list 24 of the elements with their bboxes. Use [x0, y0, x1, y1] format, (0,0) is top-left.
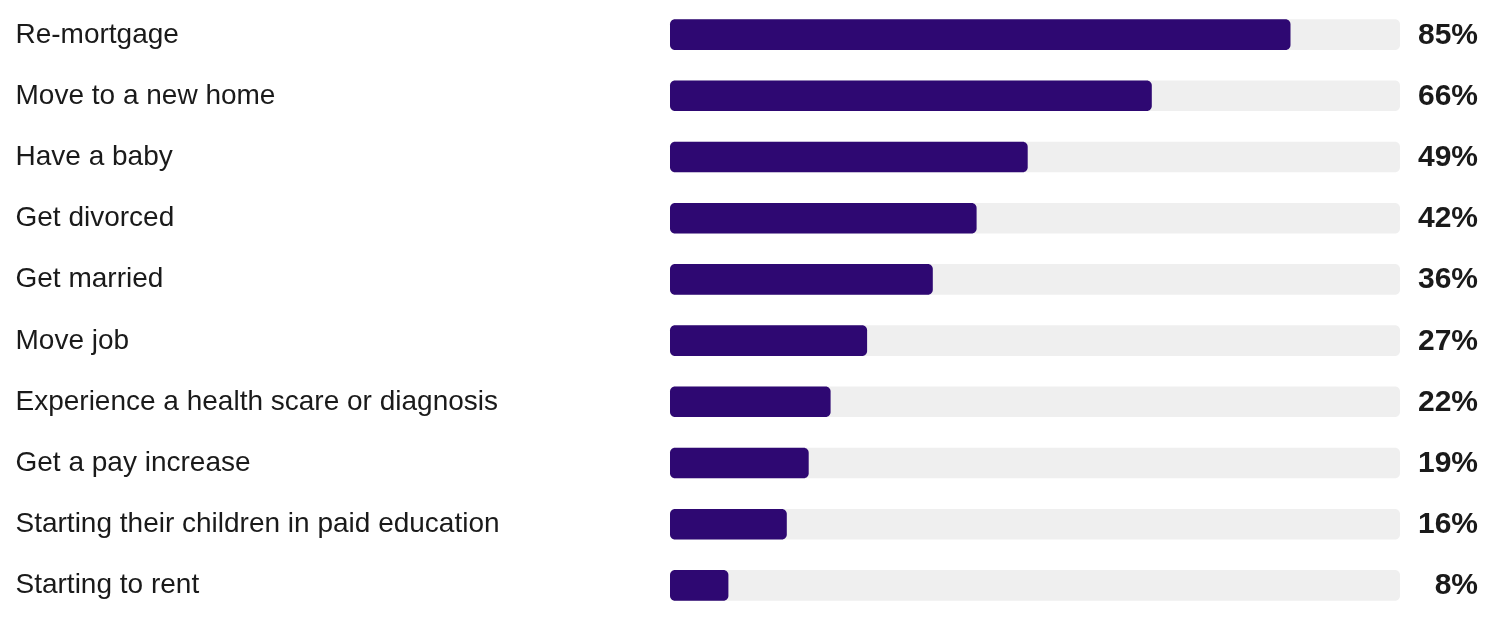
y-tick-label: Starting their children in paid education — [15, 507, 500, 539]
data-label: 49% — [1417, 139, 1478, 172]
data-label: 22% — [1417, 383, 1478, 417]
bar — [670, 386, 831, 418]
data-label: 19% — [1417, 445, 1478, 478]
y-tick-label: Move to a new home — [15, 78, 276, 110]
data-label: 8% — [1434, 567, 1478, 601]
y-tick-label: Experience a health scare or diagnosis — [15, 384, 499, 416]
y-tick-label: Get married — [15, 262, 164, 294]
data-label: 27% — [1417, 322, 1478, 356]
data-label: 66% — [1417, 77, 1478, 111]
y-tick-label: Have a baby — [15, 140, 173, 171]
y-tick-label: Get a pay increase — [15, 446, 251, 477]
y-tick-label: Re-mortgage — [15, 17, 179, 49]
data-label: 36% — [1417, 261, 1478, 295]
bar — [670, 570, 729, 601]
data-label: 85% — [1417, 16, 1478, 50]
data-label: 42% — [1417, 200, 1478, 234]
y-tick-label: Get divorced — [15, 201, 175, 233]
bar — [670, 447, 809, 479]
y-tick-label: Move job — [15, 323, 130, 355]
bar — [670, 508, 787, 540]
y-tick-label: Starting to rent — [15, 568, 200, 600]
data-label: 16% — [1417, 506, 1478, 540]
